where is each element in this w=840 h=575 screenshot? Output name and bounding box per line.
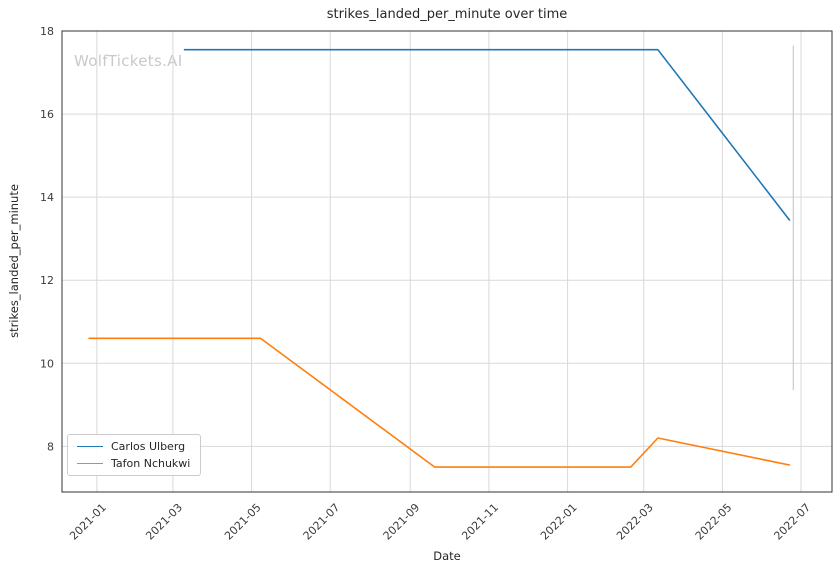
y-tick-label: 8	[47, 440, 54, 453]
x-tick-label: 2021-11	[459, 501, 501, 543]
x-tick-label: 2021-05	[222, 501, 264, 543]
x-tick-label: 2022-01	[538, 501, 580, 543]
x-tick-label: 2022-03	[614, 501, 656, 543]
x-tick-label: 2022-05	[693, 501, 735, 543]
x-tick-label: 2022-07	[771, 501, 813, 543]
watermark-text: WolfTickets.AI	[74, 52, 183, 70]
y-tick-label: 16	[40, 108, 54, 121]
legend-swatch	[77, 463, 103, 464]
y-tick-label: 18	[40, 25, 54, 38]
series-line-carlos-ulberg	[183, 48, 791, 221]
legend-swatch	[77, 446, 103, 447]
y-tick-label: 14	[40, 191, 54, 204]
chart-legend: Carlos Ulberg Tafon Nchukwi	[67, 434, 202, 476]
x-tick-label: 2021-09	[381, 501, 423, 543]
axes-spines	[61, 30, 833, 493]
x-tick-label: 2021-03	[143, 501, 185, 543]
y-tick-label: 10	[40, 357, 54, 370]
x-tick-label: 2021-07	[301, 501, 343, 543]
legend-item-tafon-nchukwi: Tafon Nchukwi	[77, 457, 190, 470]
y-axis-label: strikes_landed_per_minute	[7, 184, 21, 338]
legend-item-carlos-ulberg: Carlos Ulberg	[77, 440, 190, 453]
legend-label: Carlos Ulberg	[111, 440, 186, 453]
y-tick-label: 12	[40, 274, 54, 287]
x-tick-label: 2021-01	[67, 501, 109, 543]
chart-title: strikes_landed_per_minute over time	[326, 7, 568, 22]
x-axis-label: Date	[433, 549, 461, 563]
series-line-tafon-nchukwi	[88, 337, 791, 468]
legend-label: Tafon Nchukwi	[111, 457, 191, 470]
